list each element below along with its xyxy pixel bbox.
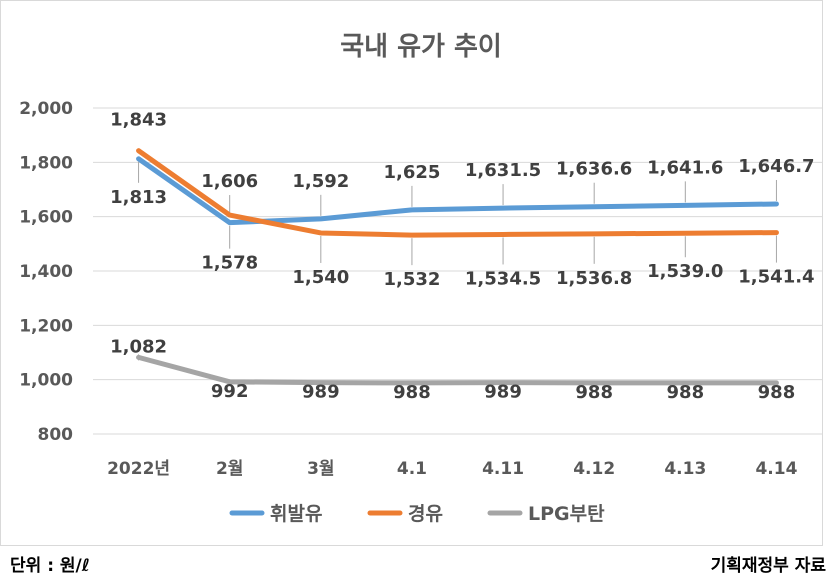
x-axis: 2022년 2월 3월 4.1 4.11 4.12 4.13 4.14	[107, 459, 797, 479]
x-tick-label: 4.14	[755, 459, 797, 479]
y-tick-label: 1,200	[19, 316, 73, 336]
data-label: 988	[758, 382, 796, 403]
data-label: 1,636.6	[556, 159, 632, 180]
data-label: 988	[667, 382, 705, 403]
x-tick-label: 4.11	[482, 459, 524, 479]
y-tick-label: 1,800	[19, 153, 73, 173]
legend: 휘발유 경유 LPG부탄	[229, 503, 605, 525]
data-label: 1,813	[110, 187, 167, 208]
data-label: 1,592	[292, 171, 349, 192]
data-label: 1,843	[110, 110, 167, 131]
data-label: 1,539.0	[647, 261, 723, 282]
data-label: 1,534.5	[465, 268, 541, 289]
y-tick-label: 1,400	[19, 262, 73, 282]
y-tick-label: 1,000	[19, 371, 73, 391]
chart-title: 국내 유가 추이	[340, 32, 502, 62]
series-line-1	[136, 156, 779, 226]
y-tick-label: 2,000	[19, 99, 73, 119]
x-tick-label: 4.12	[573, 459, 615, 479]
data-label: 1,641.6	[647, 157, 723, 178]
data-label: 1,578	[201, 253, 258, 274]
x-tick-label: 3월	[307, 459, 334, 479]
source-note: 기획재정부 자료	[710, 556, 826, 576]
unit-note: 단위 : 원/ℓ	[10, 556, 90, 576]
data-label: 988	[393, 382, 431, 403]
data-label: 1,606	[201, 171, 258, 192]
data-label: 1,631.5	[465, 160, 541, 181]
data-label: 1,540	[292, 267, 349, 288]
y-axis: 800 1,000 1,200 1,400 1,600 1,800 2,000	[19, 99, 73, 445]
data-labels: 1,813 1,578 1,592 1,625 1,631.5 1,636.6 1,641.…	[110, 110, 815, 403]
series-group	[136, 148, 779, 386]
data-label: 989	[484, 382, 522, 403]
data-label: 1,532	[383, 269, 440, 290]
data-label: 1,536.8	[556, 268, 632, 289]
data-label: 1,541.4	[738, 267, 814, 288]
x-tick-label: 2월	[216, 459, 243, 479]
x-tick-label: 4.1	[397, 459, 427, 479]
legend-label: 경유	[408, 503, 443, 525]
legend-label: LPG부탄	[528, 503, 605, 525]
series-line-2	[136, 148, 779, 238]
x-tick-label: 4.13	[664, 459, 706, 479]
y-tick-label: 1,600	[19, 208, 73, 228]
data-label: 1,646.7	[738, 156, 814, 177]
data-label: 989	[302, 382, 340, 403]
data-label: 1,082	[110, 336, 167, 357]
series-line-3	[136, 354, 779, 386]
legend-label: 휘발유	[270, 503, 322, 525]
data-label: 1,625	[383, 162, 440, 183]
chart-area	[0, 0, 823, 546]
data-label: 992	[211, 381, 249, 402]
x-tick-label: 2022년	[107, 459, 170, 479]
y-tick-label: 800	[38, 425, 74, 445]
data-label: 988	[575, 382, 613, 403]
